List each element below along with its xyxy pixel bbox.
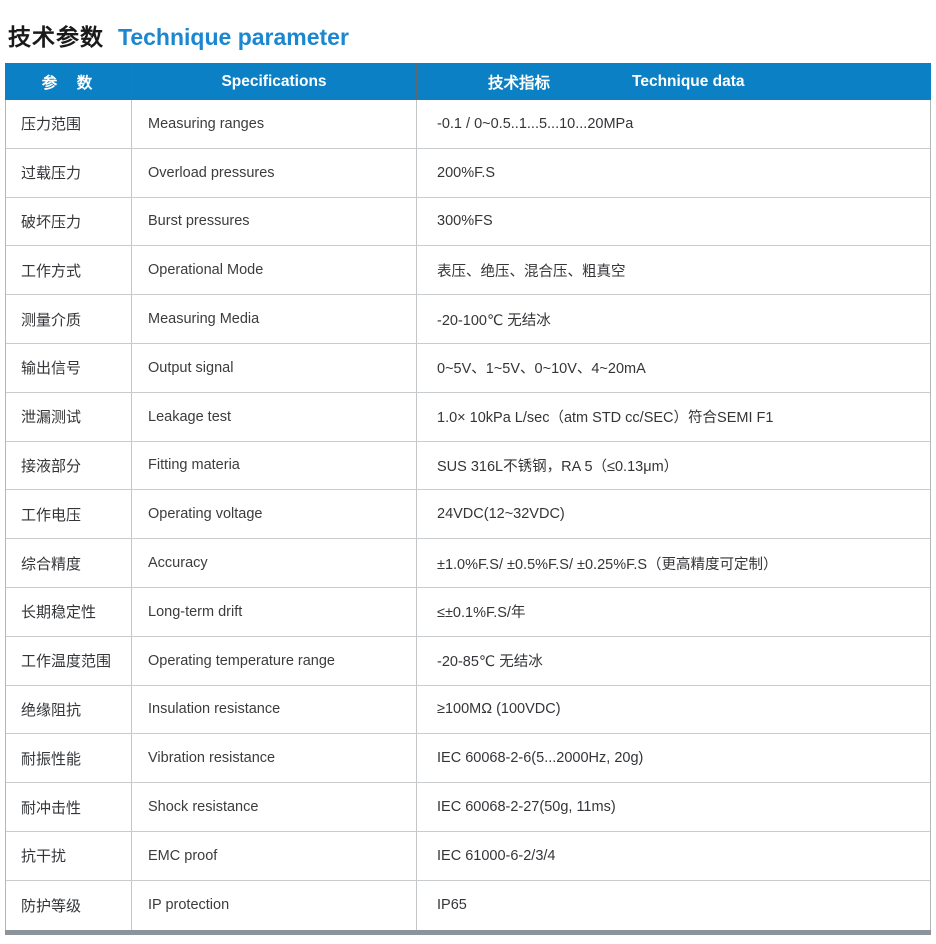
param-name-cell: 破坏压力 xyxy=(6,197,132,246)
param-name-cell: 测量介质 xyxy=(6,295,132,343)
page-title-en: Technique parameter xyxy=(118,24,349,50)
param-name-cell: 防护等级 xyxy=(6,880,132,930)
technique-value-cell: IP65 xyxy=(437,897,467,914)
technique-value-cell: -20-100℃ 无结冰 xyxy=(437,312,551,329)
table-row: 输出信号 Output signal 0~5V、1~5V、0~10V、4~20m… xyxy=(6,343,930,393)
specification-cell: Overload pressures xyxy=(132,148,417,197)
specification-cell: Long-term drift xyxy=(132,587,417,636)
table-row: 绝缘阻抗 Insulation resistance ≥100MΩ (100VD… xyxy=(6,685,930,735)
specification-cell: Accuracy xyxy=(132,539,417,587)
specification-cell: Measuring Media xyxy=(132,295,417,343)
specification-cell: EMC proof xyxy=(132,831,417,880)
specification-cell: Vibration resistance xyxy=(132,734,417,783)
param-name-cell: 耐冲击性 xyxy=(6,783,132,831)
param-name-cell: 绝缘阻抗 xyxy=(6,685,132,734)
technique-value-cell: 0~5V、1~5V、0~10V、4~20mA xyxy=(437,361,646,378)
table-row: 泄漏测试 Leakage test 1.0× 10kPa L/sec（atm S… xyxy=(6,392,930,442)
param-name-cell: 长期稳定性 xyxy=(6,587,132,636)
header-technique-zh: 技术指标 xyxy=(488,74,551,92)
page-title-zh: 技术参数 xyxy=(8,24,104,50)
table-row: 抗干扰 EMC proof IEC 61000-6-2/3/4 xyxy=(6,831,930,881)
technique-value-cell: 300%FS xyxy=(437,213,493,230)
table-row: 长期稳定性 Long-term drift ≤±0.1%F.S/年 xyxy=(6,587,930,637)
technique-value-cell: 表压、绝压、混合压、粗真空 xyxy=(437,263,626,280)
table-row: 综合精度 Accuracy ±1.0%F.S/ ±0.5%F.S/ ±0.25%… xyxy=(6,539,930,588)
technique-value-cell: IEC 60068-2-27(50g, 11ms) xyxy=(437,799,616,816)
header-technique-en: Technique data xyxy=(632,72,745,90)
specification-cell: IP protection xyxy=(132,880,417,930)
table-body: 压力范围 Measuring ranges -0.1 / 0~0.5..1...… xyxy=(5,100,931,930)
technique-value-cell: -20-85℃ 无结冰 xyxy=(437,654,543,671)
table-row: 破坏压力 Burst pressures 300%FS xyxy=(6,197,930,247)
technique-value-cell: 200%F.S xyxy=(437,164,496,181)
param-name-cell: 耐振性能 xyxy=(6,734,132,783)
param-name-cell: 压力范围 xyxy=(6,100,132,148)
specification-cell: Output signal xyxy=(132,343,417,392)
table-row: 工作电压 Operating voltage 24VDC(12~32VDC) xyxy=(6,490,930,540)
header-specifications: Specifications xyxy=(132,63,417,100)
technique-parameter-table: 参 数 Specifications 技术指标 Technique data 压… xyxy=(5,63,931,935)
param-name-cell: 泄漏测试 xyxy=(6,392,132,441)
table-row: 耐振性能 Vibration resistance IEC 60068-2-6(… xyxy=(6,734,930,784)
table-row: 防护等级 IP protection IP65 xyxy=(6,880,930,930)
table-row: 压力范围 Measuring ranges -0.1 / 0~0.5..1...… xyxy=(6,100,930,149)
specification-cell: Measuring ranges xyxy=(132,100,417,148)
specification-cell: Leakage test xyxy=(132,392,417,441)
specification-cell: Operational Mode xyxy=(132,246,417,295)
param-name-cell: 输出信号 xyxy=(6,343,132,392)
table-row: 耐冲击性 Shock resistance IEC 60068-2-27(50g… xyxy=(6,783,930,832)
technique-value-cell: -0.1 / 0~0.5..1...5...10...20MPa xyxy=(437,115,634,132)
technique-value-cell: ±1.0%F.S/ ±0.5%F.S/ ±0.25%F.S（更高精度可定制） xyxy=(437,556,778,573)
table-row: 工作温度范围 Operating temperature range -20-8… xyxy=(6,636,930,686)
specification-cell: Insulation resistance xyxy=(132,685,417,734)
param-name-cell: 抗干扰 xyxy=(6,831,132,880)
technique-value-cell: 24VDC(12~32VDC) xyxy=(437,506,565,523)
param-name-cell: 接液部分 xyxy=(6,441,132,490)
param-name-cell: 工作电压 xyxy=(6,490,132,539)
table-row: 过载压力 Overload pressures 200%F.S xyxy=(6,148,930,198)
specification-cell: Fitting materia xyxy=(132,441,417,490)
technique-value-cell: IEC 60068-2-6(5...2000Hz, 20g) xyxy=(437,750,644,767)
specification-cell: Operating temperature range xyxy=(132,636,417,685)
technique-value-cell: ≤±0.1%F.S/年 xyxy=(437,605,526,622)
specification-cell: Burst pressures xyxy=(132,197,417,246)
specification-cell: Shock resistance xyxy=(132,783,417,831)
technique-value-cell: 1.0× 10kPa L/sec（atm STD cc/SEC）符合SEMI F… xyxy=(437,410,774,427)
param-name-cell: 综合精度 xyxy=(6,539,132,587)
table-row: 测量介质 Measuring Media -20-100℃ 无结冰 xyxy=(6,295,930,344)
header-param: 参 数 xyxy=(5,63,132,100)
technique-value-cell: ≥100MΩ (100VDC) xyxy=(437,701,561,718)
param-name-cell: 工作温度范围 xyxy=(6,636,132,685)
page-title: 技术参数 Technique parameter xyxy=(8,18,349,52)
table-bottom-bar xyxy=(5,929,931,935)
table-row: 接液部分 Fitting materia SUS 316L不锈钢，RA 5（≤0… xyxy=(6,441,930,491)
specification-cell: Operating voltage xyxy=(132,490,417,539)
header-technique-data: 技术指标 Technique data xyxy=(417,63,931,100)
table-header-row: 参 数 Specifications 技术指标 Technique data xyxy=(5,63,931,100)
param-name-cell: 工作方式 xyxy=(6,246,132,295)
technique-value-cell: IEC 61000-6-2/3/4 xyxy=(437,847,556,864)
param-name-cell: 过载压力 xyxy=(6,148,132,197)
table-row: 工作方式 Operational Mode 表压、绝压、混合压、粗真空 xyxy=(6,246,930,296)
technique-value-cell: SUS 316L不锈钢，RA 5（≤0.13μm） xyxy=(437,458,679,475)
